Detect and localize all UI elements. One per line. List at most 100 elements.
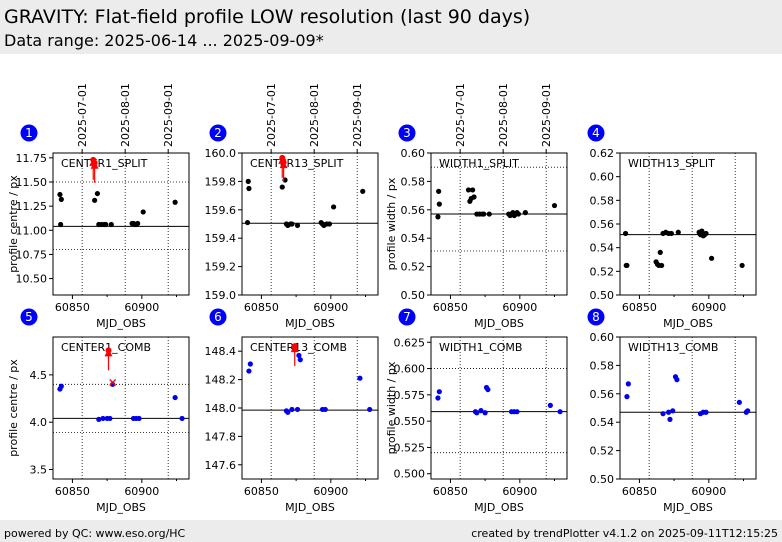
- panel-number: 5: [25, 310, 33, 324]
- data-point: [478, 408, 484, 414]
- data-point: [665, 409, 672, 415]
- y-tick-label: 0.52: [401, 261, 426, 274]
- x-axis-label: MJD_OBS: [285, 317, 335, 330]
- data-point: [172, 199, 178, 205]
- panel-number: 6: [214, 310, 222, 324]
- y-tick-label: 0.60: [590, 171, 615, 184]
- data-point: [471, 194, 477, 200]
- x-tick-label: 60900: [691, 485, 726, 498]
- y-tick-label: 0.58: [401, 175, 426, 188]
- panel-number-badge: [587, 308, 605, 326]
- y-tick-label: 0.50: [590, 289, 615, 302]
- y-tick-label: 0.575: [394, 389, 426, 402]
- data-point: [470, 187, 476, 193]
- data-point: [514, 409, 520, 415]
- chart-panel-4: 0.50 0.52 0.54 0.56 0.58 0.60 0.62 60850 60900 MJ…: [587, 124, 757, 330]
- x-tick-label: 60900: [502, 301, 537, 314]
- data-point: [667, 416, 673, 422]
- footer-bar: powered by QC: www.eso.org/HC created by…: [0, 520, 782, 542]
- data-point: [435, 214, 441, 220]
- data-point: [297, 357, 303, 363]
- y-tick-label: 4.0: [30, 416, 48, 429]
- y-tick-label: 0.58: [590, 359, 615, 372]
- chart-panel-1: 10.50 10.75 11.00 11.25 11.50 11.75 60850 60900…: [7, 83, 190, 330]
- panel-number-badge: [398, 308, 416, 326]
- data-point: [244, 219, 251, 226]
- x-axis-label: MJD_OBS: [285, 501, 335, 514]
- x-axis-label: MJD_OBS: [663, 501, 713, 514]
- y-tick-label: 0.54: [590, 416, 615, 429]
- data-point: [739, 262, 745, 269]
- plot-frame: [241, 152, 379, 296]
- y-tick-label: 147.8: [205, 430, 237, 443]
- y-tick-label: 159.0: [205, 289, 237, 302]
- data-point: [140, 209, 146, 215]
- y-tick-label: 148.0: [205, 402, 237, 415]
- data-point: [435, 395, 441, 401]
- y-tick-label: 0.60: [401, 147, 426, 160]
- y-tick-label: 3.5: [30, 464, 48, 477]
- y-tick-label: 160.0: [205, 147, 237, 160]
- y-axis-label: profile width / px: [385, 177, 398, 270]
- y-tick-label: 0.56: [590, 388, 615, 401]
- outlier-marker-point: [291, 343, 298, 350]
- data-point: [481, 211, 487, 217]
- panel-number: 4: [592, 126, 600, 140]
- data-point: [625, 381, 631, 387]
- data-point: [179, 415, 185, 422]
- x-tick-label: 60900: [691, 301, 726, 314]
- data-point: [296, 352, 302, 359]
- y-tick-label: 0.52: [590, 265, 615, 278]
- panel-number: 8: [592, 310, 600, 324]
- y-tick-label: 159.4: [205, 232, 237, 245]
- plot-frame: [430, 336, 568, 480]
- data-point: [515, 211, 522, 217]
- date-tick-label: 2025-07-01: [454, 83, 467, 147]
- x-tick-label: 60850: [622, 485, 657, 498]
- data-point: [94, 190, 101, 197]
- panel-number-badge: [20, 308, 38, 326]
- y-tick-label: 0.56: [590, 218, 615, 231]
- data-point: [660, 411, 666, 417]
- date-tick-label: 2025-07-01: [76, 83, 89, 147]
- y-tick-label: 0.500: [394, 468, 426, 481]
- x-axis-label: MJD_OBS: [96, 317, 146, 330]
- date-tick-label: 2025-09-01: [162, 83, 175, 147]
- date-tick-label: 2025-07-01: [265, 83, 278, 147]
- plot-frame: [52, 152, 190, 296]
- data-point: [547, 402, 553, 408]
- data-point: [745, 408, 751, 414]
- data-point: [703, 409, 709, 415]
- x-tick-label: 60850: [433, 485, 468, 498]
- x-tick-label: 60900: [124, 301, 159, 314]
- y-tick-label: 10.75: [16, 248, 48, 261]
- data-point: [172, 394, 178, 401]
- y-tick-label: 11.50: [16, 176, 48, 189]
- footer-created-by: created by trendPlotter v4.1.2 on 2025-0…: [471, 527, 778, 540]
- y-tick-label: 0.58: [590, 194, 615, 207]
- data-point: [486, 211, 492, 217]
- x-tick-label: 60850: [55, 485, 90, 498]
- y-axis-label: profile width / px: [385, 361, 398, 454]
- panel-title: WIDTH13_SPLIT: [628, 157, 715, 170]
- data-point: [622, 230, 629, 237]
- x-tick-label: 60850: [622, 301, 657, 314]
- panel-number-badge: [587, 124, 605, 142]
- x-axis-label: MJD_OBS: [96, 501, 146, 514]
- y-axis-label: profile centre / px: [7, 359, 20, 457]
- data-point: [659, 262, 665, 269]
- data-point: [246, 185, 252, 192]
- data-point: [96, 416, 102, 422]
- panel-number: 1: [25, 126, 33, 140]
- y-tick-label: 0.525: [394, 441, 426, 454]
- data-point: [360, 188, 366, 194]
- panel-title: WIDTH1_SPLIT: [439, 157, 519, 170]
- x-axis-label: MJD_OBS: [474, 317, 524, 330]
- data-point: [135, 220, 141, 227]
- x-tick-label: 60850: [244, 301, 279, 314]
- panel-number: 3: [403, 126, 411, 140]
- data-point: [436, 188, 442, 194]
- y-tick-label: 0.50: [590, 473, 615, 486]
- header-bar: GRAVITY: Flat-field profile LOW resoluti…: [0, 0, 782, 54]
